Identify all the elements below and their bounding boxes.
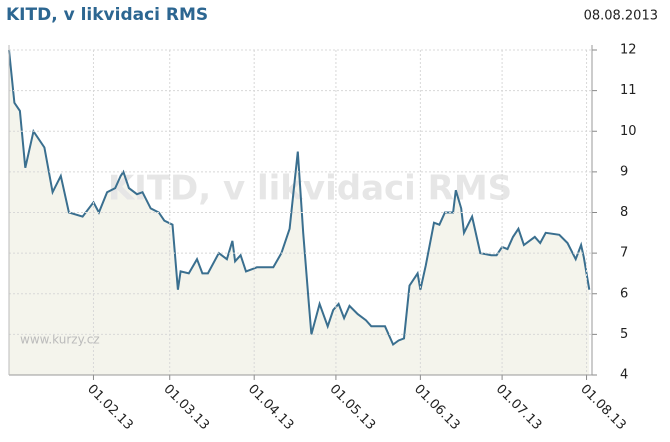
chart-title: KITD, v likvidaci RMS — [6, 5, 208, 25]
watermark: KITD, v likvidaci RMS — [108, 169, 512, 209]
line — [8, 49, 591, 347]
x-tick-label: 01.03.13 — [160, 382, 212, 434]
y-tick-label: 11 — [620, 83, 637, 98]
y-tick-label: 12 — [620, 43, 637, 58]
x-tick-label: 01.08.13 — [577, 382, 629, 434]
y-tick-label: 5 — [620, 327, 628, 342]
x-tick-label: 01.04.13 — [245, 382, 297, 434]
y-tick-label: 8 — [620, 205, 628, 220]
date-label: 08.08.2013 — [584, 9, 658, 24]
y-tick-label: 10 — [620, 124, 637, 139]
y-tick-label: 7 — [620, 246, 628, 261]
x-tick-label: 01.05.13 — [327, 382, 379, 434]
y-tick-label: 4 — [620, 368, 628, 383]
y-tick-label: 9 — [620, 164, 628, 179]
x-tick-label: 01.06.13 — [411, 382, 463, 434]
y-tick-label: 6 — [620, 286, 628, 301]
x-tick-label: 01.07.13 — [493, 382, 545, 434]
x-tick-label: 01.02.13 — [84, 382, 136, 434]
source-watermark: www.kurzy.cz — [20, 333, 100, 347]
